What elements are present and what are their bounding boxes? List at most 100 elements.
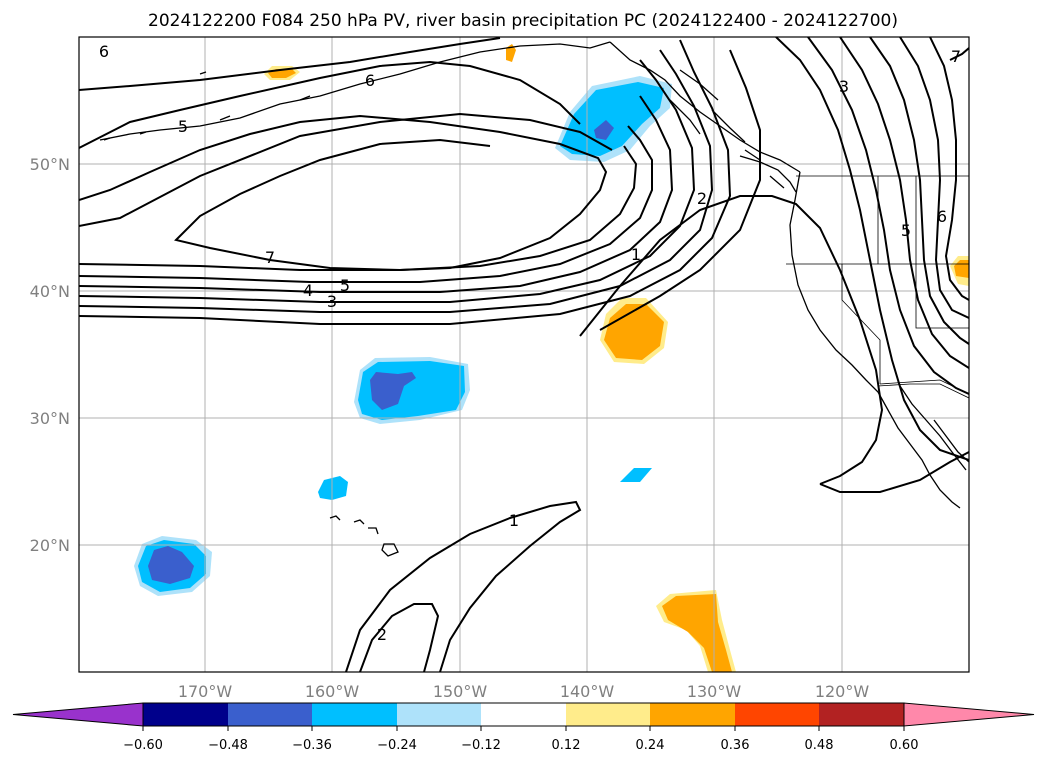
pv-contour-stack-a	[79, 145, 638, 271]
pv-contour-1-north	[579, 195, 884, 485]
lon-tick-label: 150°W	[433, 682, 488, 701]
contour-label: 5	[901, 221, 911, 240]
map-panel: 6 6 5 7 5 4 3 2 1 1 2 3 5 6 7 170°W 160°…	[30, 36, 970, 701]
pv-contour-7-outer	[79, 112, 613, 227]
pv-contour-sw-loop	[819, 451, 969, 493]
colorbar-bin	[143, 703, 228, 726]
figure-title: 2024122200 F084 250 hPa PV, river basin …	[148, 11, 898, 31]
pv-east-c	[839, 37, 969, 369]
contour-label: 3	[327, 292, 337, 311]
pv-contour-7-ring	[79, 114, 608, 272]
lat-tick-labels: 20°N 30°N 40°N 50°N	[30, 155, 70, 555]
map-background	[79, 37, 969, 672]
lat-tick-label: 50°N	[30, 155, 70, 174]
contour-label: 6	[937, 207, 947, 226]
precip-neg-alaska-strong	[594, 120, 614, 140]
lon-tick-label: 120°W	[815, 682, 870, 701]
lat-tick-label: 40°N	[30, 282, 70, 301]
colorbar-tick-label: 0.24	[636, 738, 665, 753]
precip-pos-mid-mid	[604, 304, 664, 360]
lon-tick-label: 130°W	[687, 682, 742, 701]
map-frame	[78, 36, 970, 673]
precip-pos-east-mid	[954, 260, 969, 278]
aleutians	[103, 71, 311, 141]
border-us-mexico	[877, 383, 969, 399]
colorbar-bin	[735, 703, 819, 726]
colorbar-tick-label: −0.36	[292, 738, 332, 753]
lon-tick-label: 160°W	[305, 682, 360, 701]
contour-label: 7	[951, 47, 961, 66]
pv-east-b	[807, 37, 969, 395]
pv-contour-2	[599, 49, 761, 331]
contour-label: 1	[509, 511, 519, 530]
pv-contour-stack-c	[79, 95, 674, 293]
precip-neg-sw-strong	[148, 546, 194, 584]
coastlines	[99, 41, 969, 557]
colorbar-tick-label: 0.48	[805, 738, 834, 753]
pv-east-e	[899, 37, 969, 319]
hawaii	[329, 515, 399, 557]
coast-alaska-south	[99, 41, 611, 141]
lon-tick-labels: 170°W 160°W 150°W 140°W 130°W 120°W	[178, 682, 870, 701]
colorbar-tick-label: −0.60	[123, 738, 163, 753]
pv-contour-labels: 6 6 5 7 5 4 3 2 1 1 2 3 5 6 7	[99, 42, 961, 644]
colorbar-ticks	[142, 726, 905, 731]
precip-pos-ak-dot	[506, 44, 516, 62]
contour-label: 2	[697, 189, 707, 208]
contour-label: 7	[265, 248, 275, 267]
colorbar: −0.60 −0.48 −0.36 −0.24 −0.12 0.12 0.24 …	[12, 702, 1035, 753]
lat-tick-label: 30°N	[30, 409, 70, 428]
colorbar-tick-label: −0.12	[461, 738, 501, 753]
pv-contour-6-north	[79, 37, 501, 91]
precip-neg-alaska-mid	[560, 82, 664, 156]
coast-baja	[877, 391, 961, 509]
colorbar-bin	[566, 703, 650, 726]
precip-shading	[134, 44, 969, 672]
precip-neg-hawaii-north	[318, 476, 348, 500]
coast-vancouver	[739, 155, 797, 193]
lon-tick-label: 140°W	[560, 682, 615, 701]
lat-tick-label: 20°N	[30, 536, 70, 555]
colorbar-tick-label: 0.36	[721, 738, 750, 753]
coast-us-west	[789, 171, 879, 393]
pv-east-g	[949, 47, 969, 61]
contour-label: 3	[839, 77, 849, 96]
coast-alaska-panhandle	[609, 41, 801, 173]
contour-label: 5	[178, 117, 188, 136]
contour-label: 2	[377, 625, 387, 644]
colorbar-tick-label: −0.24	[377, 738, 417, 753]
pv-contour-2-south	[359, 603, 440, 672]
pv-contour-1-south	[345, 500, 582, 672]
colorbar-bin	[819, 703, 904, 726]
colorbar-extend-high	[903, 702, 1035, 727]
pv-contour-5-north	[79, 60, 581, 149]
contour-label: 5	[340, 276, 350, 295]
colorbar-bin	[228, 703, 312, 726]
colorbar-extend-low	[12, 702, 144, 727]
colorbar-bin	[312, 703, 397, 726]
colorbar-tick-label: −0.48	[208, 738, 248, 753]
contour-label: 4	[303, 281, 313, 300]
pv-contour-stack-e	[79, 49, 714, 313]
coast-mexico	[933, 419, 969, 463]
pv-east-a	[775, 37, 969, 461]
colorbar-tick-label: 0.12	[552, 738, 581, 753]
precip-neg-small	[620, 468, 652, 482]
colorbar-bin	[397, 703, 481, 726]
pv-contour-stack-b	[79, 125, 653, 283]
contour-label: 1	[631, 245, 641, 264]
pv-east-d	[869, 37, 969, 345]
colorbar-frame	[142, 702, 905, 727]
precip-neg-central-strong	[370, 372, 416, 410]
pv-contour-3	[79, 39, 732, 325]
lon-tick-label: 170°W	[178, 682, 233, 701]
colorbar-tick-label: 0.60	[890, 738, 919, 753]
pv-contours	[79, 37, 969, 672]
contour-label: 6	[365, 71, 375, 90]
pv-contour-stack-d	[79, 59, 696, 303]
colorbar-bin	[481, 703, 566, 726]
pv-east-f	[929, 37, 969, 301]
coast-alaska-islands	[669, 69, 761, 161]
contour-label: 6	[99, 42, 109, 61]
